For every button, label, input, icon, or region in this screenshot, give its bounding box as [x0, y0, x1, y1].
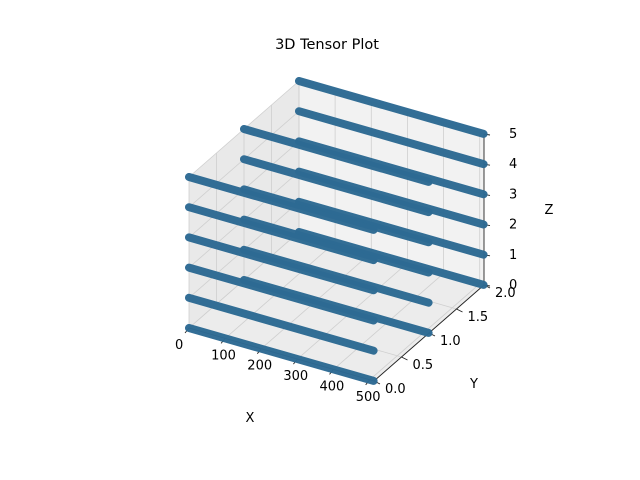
y-tick: [401, 356, 408, 361]
data-series-y0-z2: [185, 263, 378, 325]
y-tick-label: 1.0: [440, 334, 461, 349]
data-series-y2-z4: [295, 107, 488, 169]
y-tick-label: 0.5: [413, 358, 434, 373]
y-tick-label: 0.0: [385, 382, 406, 397]
z-tick-label: 4: [509, 157, 517, 172]
data-series-y1-z4: [240, 155, 433, 217]
data-series-y0-z0: [185, 324, 378, 385]
data-series-y0-z5: [185, 173, 378, 234]
z-axis-label: Z: [545, 203, 554, 218]
y-axis-label: Y: [469, 377, 478, 392]
z-tick-label: 1: [509, 248, 517, 263]
back-wall-pane: [299, 81, 484, 285]
z-tick-label: 0: [509, 278, 517, 293]
x-tick-label: 300: [283, 369, 308, 384]
x-axis-label: X: [246, 411, 255, 426]
data-series: [185, 77, 488, 385]
z-tick-label: 2: [509, 218, 517, 233]
y-tick-label: 2.0: [495, 286, 516, 301]
data-series-y0-z4: [185, 203, 378, 265]
x-tick-label: 0: [175, 338, 183, 353]
data-series-y0-z1: [185, 293, 378, 355]
x-tick-label: 200: [247, 359, 272, 374]
data-series-y2-z5: [295, 77, 488, 138]
z-tick-label: 5: [509, 127, 517, 142]
data-series-y1-z5: [240, 125, 433, 186]
x-tick-label: 500: [356, 390, 381, 405]
data-series-y0-z3: [185, 233, 378, 295]
x-tick-label: 400: [320, 379, 345, 394]
chart-title: 3D Tensor Plot: [275, 37, 379, 53]
z-tick-label: 3: [509, 187, 517, 202]
y-tick-label: 1.5: [468, 310, 489, 325]
x-tick-label: 100: [211, 348, 236, 363]
y-tick: [456, 308, 463, 313]
